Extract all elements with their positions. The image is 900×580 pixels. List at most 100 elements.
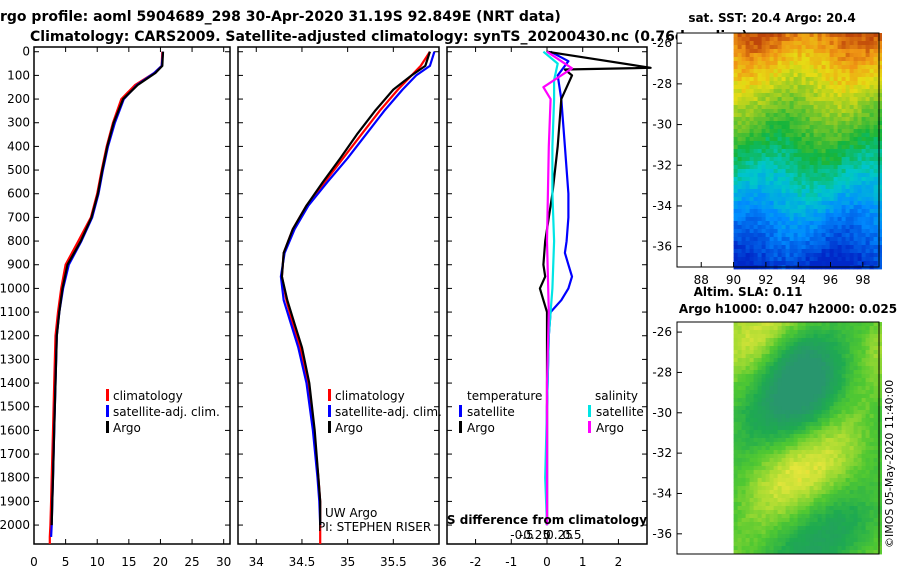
heatmap-cell — [837, 546, 842, 551]
heatmap-cell — [837, 253, 842, 258]
heatmap-cell — [833, 49, 838, 54]
heatmap-cell — [737, 474, 742, 479]
heatmap-cell — [745, 149, 750, 154]
heatmap-cell — [733, 209, 738, 214]
heatmap-cell — [817, 173, 822, 178]
heatmap-cell — [813, 462, 818, 467]
heatmap-cell — [765, 418, 770, 423]
heatmap-cell — [765, 201, 770, 206]
heatmap-cell — [733, 141, 738, 146]
heatmap-cell — [773, 69, 778, 74]
heatmap-cell — [873, 334, 878, 339]
credit-line-2: PI: STEPHEN RISER — [318, 520, 431, 534]
heatmap-cell — [749, 514, 754, 519]
heatmap-cell — [801, 502, 806, 507]
heatmap-cell — [737, 65, 742, 70]
heatmap-cell — [869, 486, 874, 491]
heatmap-cell — [737, 386, 742, 391]
heatmap-cell — [837, 41, 842, 46]
heatmap-cell — [813, 105, 818, 110]
heatmap-cell — [781, 57, 786, 62]
heatmap-cell — [841, 173, 846, 178]
heatmap-cell — [753, 197, 758, 202]
heatmap-cell — [741, 229, 746, 234]
heatmap-cell — [849, 546, 854, 551]
heatmap-cell — [869, 61, 874, 66]
heatmap-cell — [769, 406, 774, 411]
depth-tick-label: 1900 — [0, 494, 30, 508]
heatmap-cell — [837, 534, 842, 539]
heatmap-cell — [793, 506, 798, 511]
heatmap-cell — [793, 426, 798, 431]
heatmap-cell — [761, 446, 766, 451]
heatmap-cell — [821, 422, 826, 427]
heatmap-cell — [825, 458, 830, 463]
heatmap-cell — [861, 113, 866, 118]
heatmap-cell — [801, 374, 806, 379]
heatmap-cell — [789, 213, 794, 218]
heatmap-cell — [849, 374, 854, 379]
heatmap-cell — [873, 470, 878, 475]
heatmap-cell — [749, 498, 754, 503]
heatmap-cell — [753, 37, 758, 42]
heatmap-cell — [853, 394, 858, 399]
heatmap-cell — [805, 209, 810, 214]
heatmap-cell — [821, 490, 826, 495]
heatmap-cell — [853, 426, 858, 431]
heatmap-cell — [861, 394, 866, 399]
heatmap-cell — [849, 125, 854, 130]
heatmap-cell — [737, 394, 742, 399]
heatmap-cell — [777, 161, 782, 166]
heatmap-cell — [761, 466, 766, 471]
heatmap-cell — [837, 121, 842, 126]
heatmap-cell — [789, 450, 794, 455]
heatmap-cell — [737, 466, 742, 471]
heatmap-cell — [845, 225, 850, 230]
heatmap-cell — [833, 193, 838, 198]
heatmap-cell — [745, 450, 750, 455]
heatmap-cell — [825, 510, 830, 515]
heatmap-cell — [861, 129, 866, 134]
heatmap-cell — [761, 326, 766, 331]
heatmap-cell — [845, 482, 850, 487]
depth-tick-label: 1100 — [0, 305, 30, 319]
heatmap-cell — [777, 374, 782, 379]
legend-title-temperature: temperature — [467, 389, 542, 403]
heatmap-cell — [765, 478, 770, 483]
heatmap-cell — [873, 322, 878, 327]
heatmap-cell — [777, 478, 782, 483]
heatmap-cell — [769, 189, 774, 194]
heatmap-cell — [789, 422, 794, 427]
heatmap-cell — [873, 366, 878, 371]
heatmap-cell — [877, 257, 882, 262]
heatmap-cell — [833, 217, 838, 222]
heatmap-cell — [769, 494, 774, 499]
heatmap-cell — [825, 253, 830, 258]
heatmap-cell — [825, 334, 830, 339]
heatmap-cell — [781, 69, 786, 74]
heatmap-cell — [745, 125, 750, 130]
heatmap-cell — [781, 390, 786, 395]
heatmap-cell — [845, 354, 850, 359]
heatmap-cell — [757, 474, 762, 479]
heatmap-cell — [785, 450, 790, 455]
heatmap-cell — [753, 253, 758, 258]
heatmap-cell — [825, 526, 830, 531]
heatmap-cell — [737, 69, 742, 74]
heatmap-cell — [829, 121, 834, 126]
heatmap-cell — [737, 49, 742, 54]
heatmap-cell — [773, 478, 778, 483]
heatmap-cell — [773, 346, 778, 351]
heatmap-cell — [773, 149, 778, 154]
heatmap-cell — [845, 41, 850, 46]
heatmap-cell — [741, 133, 746, 138]
heatmap-cell — [733, 117, 738, 122]
heatmap-cell — [785, 133, 790, 138]
heatmap-cell — [833, 93, 838, 98]
heatmap-cell — [745, 482, 750, 487]
heatmap-cell — [765, 470, 770, 475]
heatmap-cell — [777, 526, 782, 531]
heatmap-cell — [733, 173, 738, 178]
heatmap-cell — [825, 141, 830, 146]
heatmap-cell — [789, 338, 794, 343]
